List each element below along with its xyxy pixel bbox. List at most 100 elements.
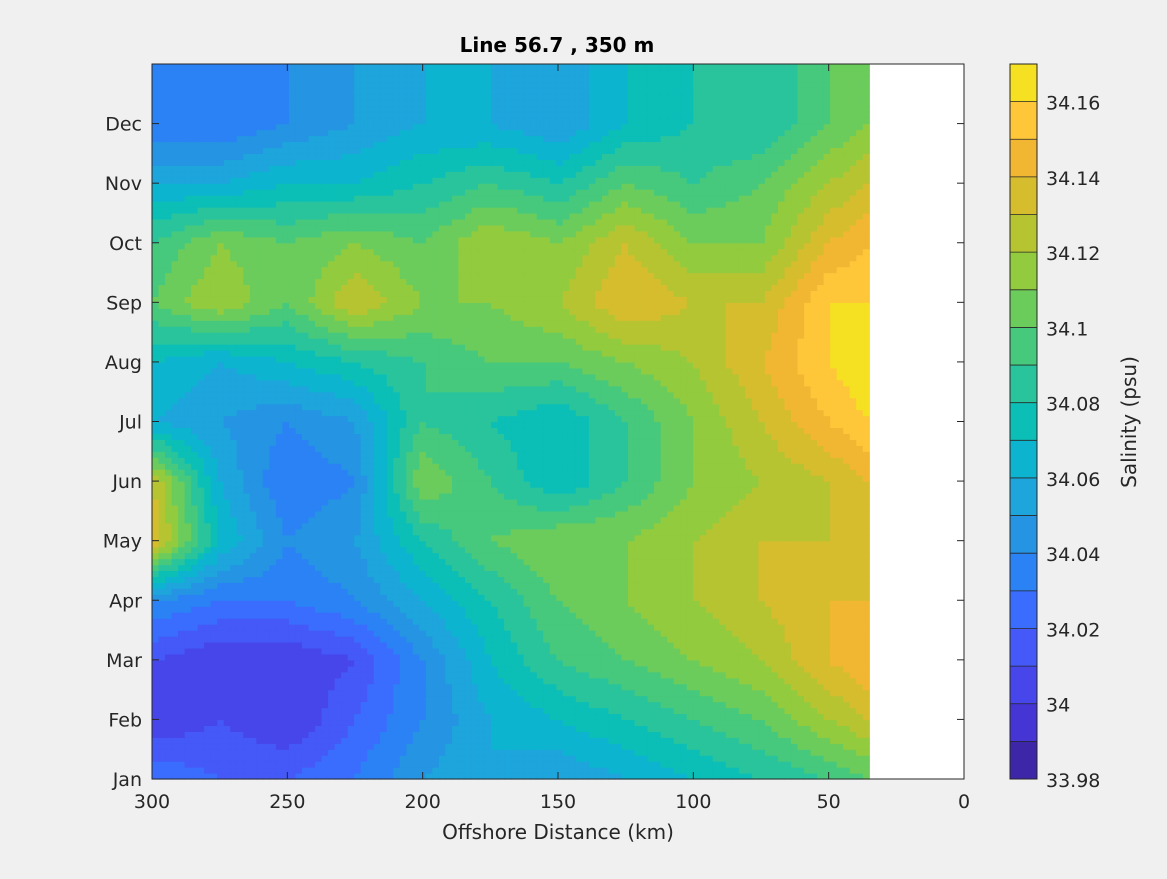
salinity-cell — [654, 653, 662, 661]
salinity-cell — [764, 707, 773, 715]
salinity-cell — [601, 630, 610, 637]
salinity-cell — [491, 671, 499, 679]
salinity-cell — [764, 659, 773, 667]
salinity-cell — [315, 612, 323, 619]
salinity-cell — [543, 618, 551, 625]
salinity-cell — [412, 582, 420, 589]
salinity-cell — [197, 576, 205, 583]
salinity-cell — [419, 665, 427, 673]
salinity-cell — [210, 606, 218, 613]
salinity-cell — [836, 582, 844, 589]
salinity-cell — [152, 594, 160, 601]
salinity-cell — [751, 630, 760, 637]
salinity-cell — [601, 594, 610, 601]
salinity-cell — [830, 737, 838, 744]
salinity-cell — [764, 570, 773, 578]
salinity-cell — [152, 528, 160, 536]
salinity-cell — [569, 570, 577, 578]
salinity-cell — [341, 600, 349, 607]
salinity-cell — [745, 582, 753, 589]
salinity-cell — [725, 641, 733, 649]
salinity-cell — [347, 653, 355, 661]
salinity-cell — [686, 552, 694, 560]
salinity-cell — [738, 647, 746, 655]
salinity-cell — [569, 588, 577, 595]
salinity-cell — [262, 749, 270, 756]
salinity-cell — [386, 719, 394, 726]
salinity-cell — [549, 689, 557, 697]
salinity-cell — [530, 659, 538, 667]
salinity-cell — [451, 558, 460, 566]
salinity-cell — [491, 540, 499, 548]
salinity-cell — [510, 564, 518, 572]
salinity-cell — [315, 725, 323, 732]
salinity-cell — [588, 689, 596, 697]
salinity-cell — [862, 540, 870, 548]
salinity-cell — [152, 588, 160, 595]
salinity-cell — [699, 612, 707, 619]
salinity-cell — [204, 636, 212, 643]
salinity-cell — [308, 510, 316, 518]
salinity-cell — [380, 600, 388, 607]
salinity-cell — [191, 618, 199, 625]
salinity-cell — [406, 534, 414, 542]
salinity-cell — [562, 755, 570, 762]
salinity-cell — [575, 558, 583, 566]
salinity-cell — [491, 564, 499, 572]
salinity-cell — [380, 701, 388, 709]
salinity-cell — [621, 725, 629, 732]
salinity-cell — [478, 725, 486, 732]
salinity-cell — [830, 719, 838, 726]
salinity-cell — [438, 749, 447, 756]
salinity-cell — [425, 582, 433, 589]
salinity-cell — [725, 606, 733, 613]
salinity-cell — [536, 516, 544, 524]
salinity-cell — [295, 630, 303, 637]
salinity-cell — [262, 528, 270, 536]
salinity-cell — [517, 665, 525, 673]
salinity-cell — [693, 761, 701, 768]
salinity-cell — [771, 528, 779, 536]
salinity-cell — [347, 588, 355, 595]
salinity-cell — [660, 653, 668, 661]
salinity-cell — [171, 636, 179, 643]
salinity-cell — [399, 701, 407, 709]
salinity-cell — [830, 636, 838, 643]
salinity-cell — [341, 564, 349, 572]
salinity-cell — [706, 582, 714, 589]
salinity-cell — [673, 576, 681, 583]
salinity-cell — [412, 647, 420, 655]
salinity-cell — [432, 606, 440, 613]
salinity-cell — [347, 731, 355, 738]
salinity-cell — [562, 558, 570, 566]
salinity-cell — [262, 701, 270, 709]
salinity-cell — [764, 606, 773, 613]
salinity-cell — [321, 600, 329, 607]
salinity-cell — [380, 516, 388, 524]
salinity-cell — [784, 689, 792, 697]
salinity-cell — [686, 755, 694, 762]
salinity-cell — [823, 725, 831, 732]
salinity-cell — [301, 677, 310, 685]
salinity-cell — [569, 683, 577, 691]
salinity-cell — [178, 510, 186, 518]
salinity-cell — [771, 600, 779, 607]
salinity-cell — [458, 647, 466, 655]
salinity-cell — [223, 636, 231, 643]
salinity-cell — [856, 647, 864, 655]
salinity-cell — [269, 636, 277, 643]
salinity-cell — [745, 767, 753, 774]
salinity-cell — [438, 731, 447, 738]
salinity-cell — [823, 749, 831, 756]
salinity-cell — [491, 546, 499, 554]
salinity-cell — [621, 773, 629, 780]
salinity-cell — [641, 606, 649, 613]
salinity-cell — [693, 636, 701, 643]
salinity-cell — [178, 773, 186, 780]
salinity-cell — [738, 522, 746, 530]
salinity-cell — [341, 504, 349, 512]
salinity-cell — [478, 576, 486, 583]
salinity-cell — [745, 564, 753, 572]
salinity-cell — [556, 534, 564, 542]
salinity-cell — [236, 731, 244, 738]
